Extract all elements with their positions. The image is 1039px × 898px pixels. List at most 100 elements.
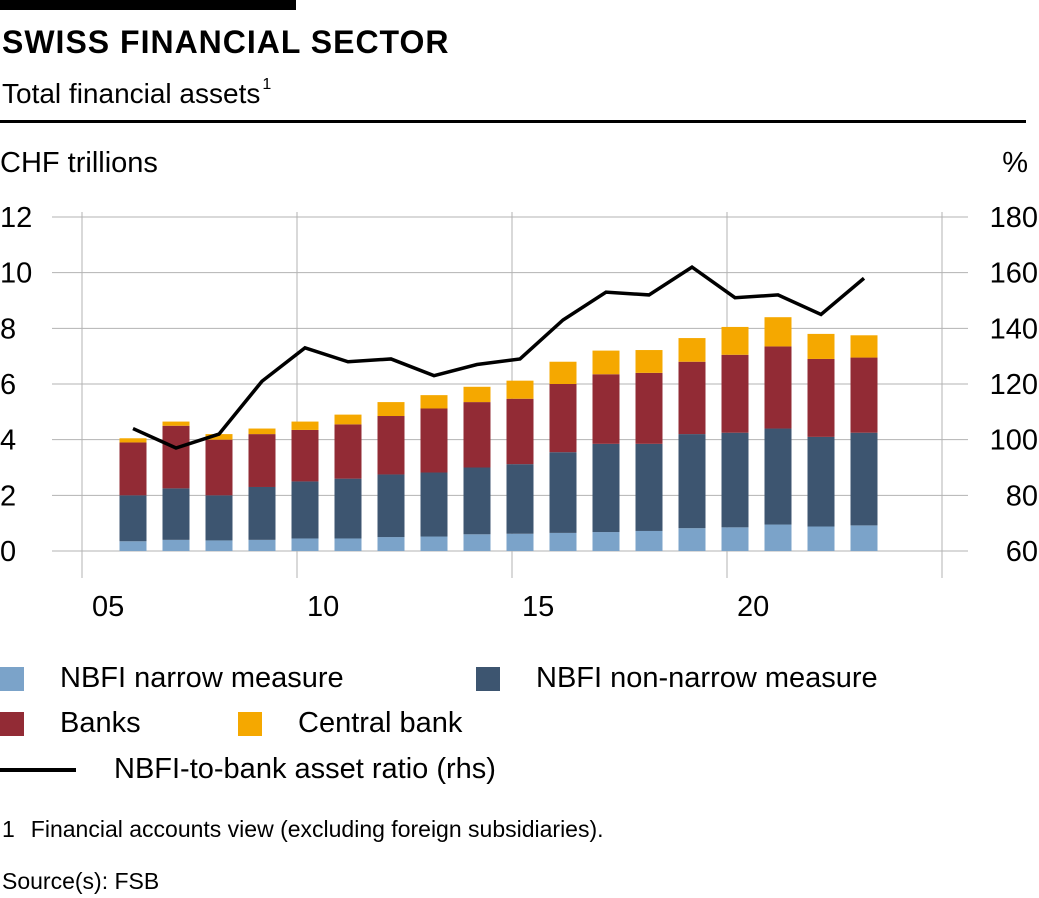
bar-banks-2022 [807,358,835,437]
y-left-tick-label: 6 [0,369,16,401]
bar-nbfi-narrow-measure-2011 [334,538,362,551]
bar-banks-2012 [377,416,405,475]
bar-central-bank-2010 [291,421,319,430]
bar-nbfi-narrow-measure-2015 [506,533,534,551]
y-right-tick-label: 180 [990,202,1038,234]
bar-nbfi-narrow-measure-2008 [205,540,233,551]
right-axis-label: % [1002,147,1028,179]
bars [119,317,878,551]
bar-nbfi-non-narrow-measure-2013 [420,472,448,537]
legend-label-ratio: NBFI-to-bank asset ratio (rhs) [114,753,496,785]
bar-banks-2014 [463,402,491,468]
legend-label-central-bank: Central bank [298,707,463,739]
bar-nbfi-narrow-measure-2018 [635,530,663,551]
bar-nbfi-narrow-measure-2017 [592,532,620,551]
chart-title: SWISS FINANCIAL SECTOR [2,24,450,60]
ratio-line [132,264,866,450]
y-left-tick-label: 12 [0,202,32,234]
bar-central-bank-2006 [119,438,147,443]
x-tick-label: 10 [307,591,339,620]
y-left-tick-label: 0 [0,536,16,568]
bar-banks-2007 [162,425,190,489]
bar-nbfi-non-narrow-measure-2008 [205,495,233,541]
bar-banks-2008 [205,439,233,496]
legend-swatch-banks [0,711,24,736]
legend-label-banks: Banks [60,707,141,739]
bar-nbfi-narrow-measure-2007 [162,539,190,551]
bar-central-bank-2014 [463,386,491,403]
bar-nbfi-narrow-measure-2009 [248,539,276,551]
bar-banks-2019 [678,361,706,435]
footnote-text: Financial accounts view (excluding forei… [30,816,604,842]
top-accent-bar [0,0,296,10]
bar-nbfi-narrow-measure-2022 [807,526,835,551]
x-tick-label: 20 [737,591,769,620]
bar-central-bank-2011 [334,414,362,425]
legend-item-nbfi-narrow: NBFI narrow measure [0,662,344,695]
bar-banks-2020 [721,354,749,433]
y-right-tick-label: 160 [990,258,1038,290]
legend-item-ratio: NBFI-to-bank asset ratio (rhs) [0,753,496,786]
y-right-tick-label: 80 [1006,480,1038,512]
y-right-tick-label: 120 [990,369,1038,401]
bar-nbfi-narrow-measure-2021 [764,524,792,551]
bar-nbfi-narrow-measure-2010 [291,538,319,551]
bar-banks-2006 [119,442,147,496]
header-rule [0,120,1026,123]
y-left-tick-label: 4 [0,425,16,457]
x-tick-label: 15 [522,591,554,620]
subtitle-footnote-marker: 1 [262,76,272,93]
bar-central-bank-2013 [420,395,448,409]
y-right-tick-label: 140 [990,313,1038,345]
axes: 0 60 2 80 4 100 6 120 8 140 10 160 12 180 05 10 15 20 [0,202,1038,620]
legend-item-nbfi-non-narrow: NBFI non-narrow measure [476,662,878,695]
bar-nbfi-narrow-measure-2019 [678,528,706,551]
bar-nbfi-narrow-measure-2012 [377,537,405,551]
y-left-tick-label: 8 [0,313,16,345]
y-right-tick-label: 100 [990,425,1038,457]
bar-nbfi-non-narrow-measure-2015 [506,464,534,534]
bar-banks-2013 [420,408,448,473]
bar-central-bank-2017 [592,350,620,375]
bar-nbfi-narrow-measure-2013 [420,536,448,551]
legend-swatch-nbfi-non-narrow [476,666,500,691]
bar-banks-2023 [850,357,878,433]
bar-nbfi-non-narrow-measure-2007 [162,488,190,540]
legend-line-swatch-ratio [0,767,76,772]
bar-nbfi-narrow-measure-2014 [463,534,491,551]
bar-nbfi-narrow-measure-2016 [549,532,577,551]
legend: NBFI narrow measure NBFI non-narrow meas… [0,650,1039,800]
bar-banks-2018 [635,372,663,444]
bar-central-bank-2008 [205,434,233,440]
bar-central-bank-2019 [678,338,706,362]
ratio-line-group [132,264,866,450]
legend-swatch-central-bank [238,711,262,736]
bar-nbfi-non-narrow-measure-2021 [764,428,792,525]
bar-nbfi-non-narrow-measure-2019 [678,434,706,529]
y-left-tick-label: 2 [0,480,16,512]
bar-nbfi-narrow-measure-2006 [119,541,147,551]
bar-central-bank-2015 [506,380,534,399]
bar-nbfi-non-narrow-measure-2006 [119,495,147,542]
footnote: 1 Financial accounts view (excluding fore… [2,816,604,843]
bar-central-bank-2016 [549,361,577,384]
x-tick-label: 05 [92,591,124,620]
legend-item-central-bank: Central bank [238,707,462,740]
bar-nbfi-non-narrow-measure-2009 [248,486,276,540]
bar-nbfi-non-narrow-measure-2016 [549,452,577,533]
bar-nbfi-narrow-measure-2023 [850,525,878,551]
legend-item-banks: Banks [0,707,141,740]
bar-central-bank-2020 [721,326,749,355]
source-note: Source(s): FSB [2,868,160,894]
bar-nbfi-non-narrow-measure-2018 [635,443,663,531]
bar-nbfi-narrow-measure-2020 [721,527,749,551]
bar-central-bank-2021 [764,317,792,347]
bar-central-bank-2018 [635,350,663,373]
bar-banks-2017 [592,374,620,444]
y-right-tick-label: 60 [1006,536,1038,568]
bar-nbfi-non-narrow-measure-2022 [807,436,835,527]
bar-banks-2011 [334,424,362,479]
bar-banks-2015 [506,398,534,465]
footnote-number: 1 [2,816,15,842]
bar-nbfi-non-narrow-measure-2010 [291,481,319,539]
